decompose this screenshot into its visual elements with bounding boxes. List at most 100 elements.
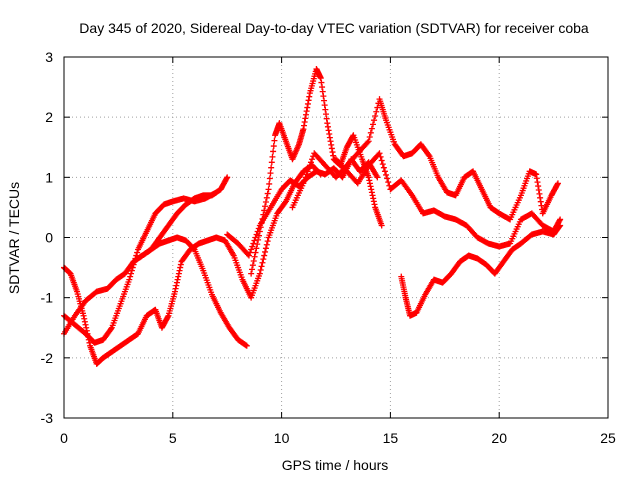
data-point xyxy=(379,161,386,168)
data-point xyxy=(383,171,390,178)
data-point xyxy=(302,111,309,118)
data-point xyxy=(271,137,278,144)
data-point xyxy=(255,225,262,232)
data-point xyxy=(173,282,180,289)
y-tick-labels: -3 -2 -1 0 1 2 3 xyxy=(41,49,54,426)
data-point xyxy=(321,97,328,104)
data-point xyxy=(85,333,92,340)
data-point xyxy=(323,115,330,122)
data-point xyxy=(80,312,87,319)
data-point xyxy=(268,164,275,171)
data-point xyxy=(128,270,135,277)
data-point xyxy=(82,321,89,328)
data-point xyxy=(554,180,561,187)
data-point xyxy=(326,134,333,141)
data-point xyxy=(370,198,377,205)
y-tick-label: -2 xyxy=(41,350,54,366)
data-point xyxy=(368,125,375,132)
data-point xyxy=(260,256,267,263)
chart-title: Day 345 of 2020, Sidereal Day-to-day VTE… xyxy=(79,20,589,36)
data-point xyxy=(380,164,387,171)
data-point xyxy=(322,106,329,113)
data-point xyxy=(262,199,269,206)
data-point xyxy=(263,241,270,248)
data-point xyxy=(319,84,326,91)
data-point xyxy=(85,336,92,343)
data-point xyxy=(264,190,271,197)
data-point xyxy=(126,276,133,283)
data-point xyxy=(300,126,307,133)
data-point xyxy=(369,121,376,128)
data-point xyxy=(327,138,334,145)
data-point xyxy=(367,129,374,136)
data-point xyxy=(177,264,184,271)
data-point xyxy=(322,111,329,118)
data-point xyxy=(265,186,272,193)
data-point xyxy=(175,273,182,280)
data-point xyxy=(317,75,324,82)
data-point xyxy=(302,115,309,122)
data-point xyxy=(108,325,115,332)
data-point xyxy=(263,194,270,201)
data-point xyxy=(369,192,376,199)
data-point xyxy=(269,153,276,160)
data-point xyxy=(325,127,332,134)
data-point xyxy=(259,259,266,266)
data-point xyxy=(250,240,257,247)
x-axis-label: GPS time / hours xyxy=(282,457,389,473)
data-point xyxy=(324,120,331,127)
data-point xyxy=(305,165,312,172)
data-point xyxy=(368,189,375,196)
data-point xyxy=(223,175,230,182)
data-point xyxy=(374,174,381,181)
data-point xyxy=(425,152,432,159)
data-point xyxy=(256,270,263,277)
data-point xyxy=(320,93,327,100)
data-point xyxy=(249,266,256,273)
y-tick-label: 1 xyxy=(45,169,53,185)
data-point xyxy=(376,150,383,157)
data-point xyxy=(84,330,91,337)
data-point xyxy=(173,279,180,286)
data-point xyxy=(267,170,274,177)
data-point xyxy=(83,324,90,331)
data-point xyxy=(306,162,313,169)
data-point xyxy=(330,152,337,159)
data-point xyxy=(249,243,256,250)
data-point xyxy=(367,183,374,190)
data-point xyxy=(253,245,260,252)
data-point xyxy=(301,118,308,125)
series-track-7 xyxy=(333,150,564,250)
series-track-4 xyxy=(130,234,250,349)
data-point xyxy=(533,171,540,178)
data-point xyxy=(129,264,136,271)
data-point xyxy=(250,257,257,264)
data-point xyxy=(366,180,373,187)
data-point xyxy=(175,270,182,277)
data-point xyxy=(253,231,260,238)
data-point xyxy=(262,245,269,252)
y-tick-label: 0 xyxy=(45,230,53,246)
data-point xyxy=(319,88,326,95)
data-point xyxy=(370,195,377,202)
data-point xyxy=(248,270,255,277)
data-point xyxy=(172,285,179,292)
data-point xyxy=(365,138,372,145)
data-point xyxy=(128,267,135,274)
data-point xyxy=(270,143,277,150)
y-axis-label: SDTVAR / TECUs xyxy=(6,182,22,294)
data-point xyxy=(304,100,311,107)
data-point xyxy=(321,102,328,109)
data-point xyxy=(385,179,392,186)
x-tick-label: 0 xyxy=(60,430,68,446)
data-point xyxy=(328,141,335,148)
x-tick-labels: 0 5 10 15 20 25 xyxy=(60,430,616,446)
data-point xyxy=(224,174,231,181)
data-point xyxy=(266,175,273,182)
series-track-3 xyxy=(61,162,324,367)
data-point xyxy=(177,261,184,268)
data-point xyxy=(86,339,93,346)
data-point xyxy=(245,252,252,259)
data-point xyxy=(364,139,371,146)
